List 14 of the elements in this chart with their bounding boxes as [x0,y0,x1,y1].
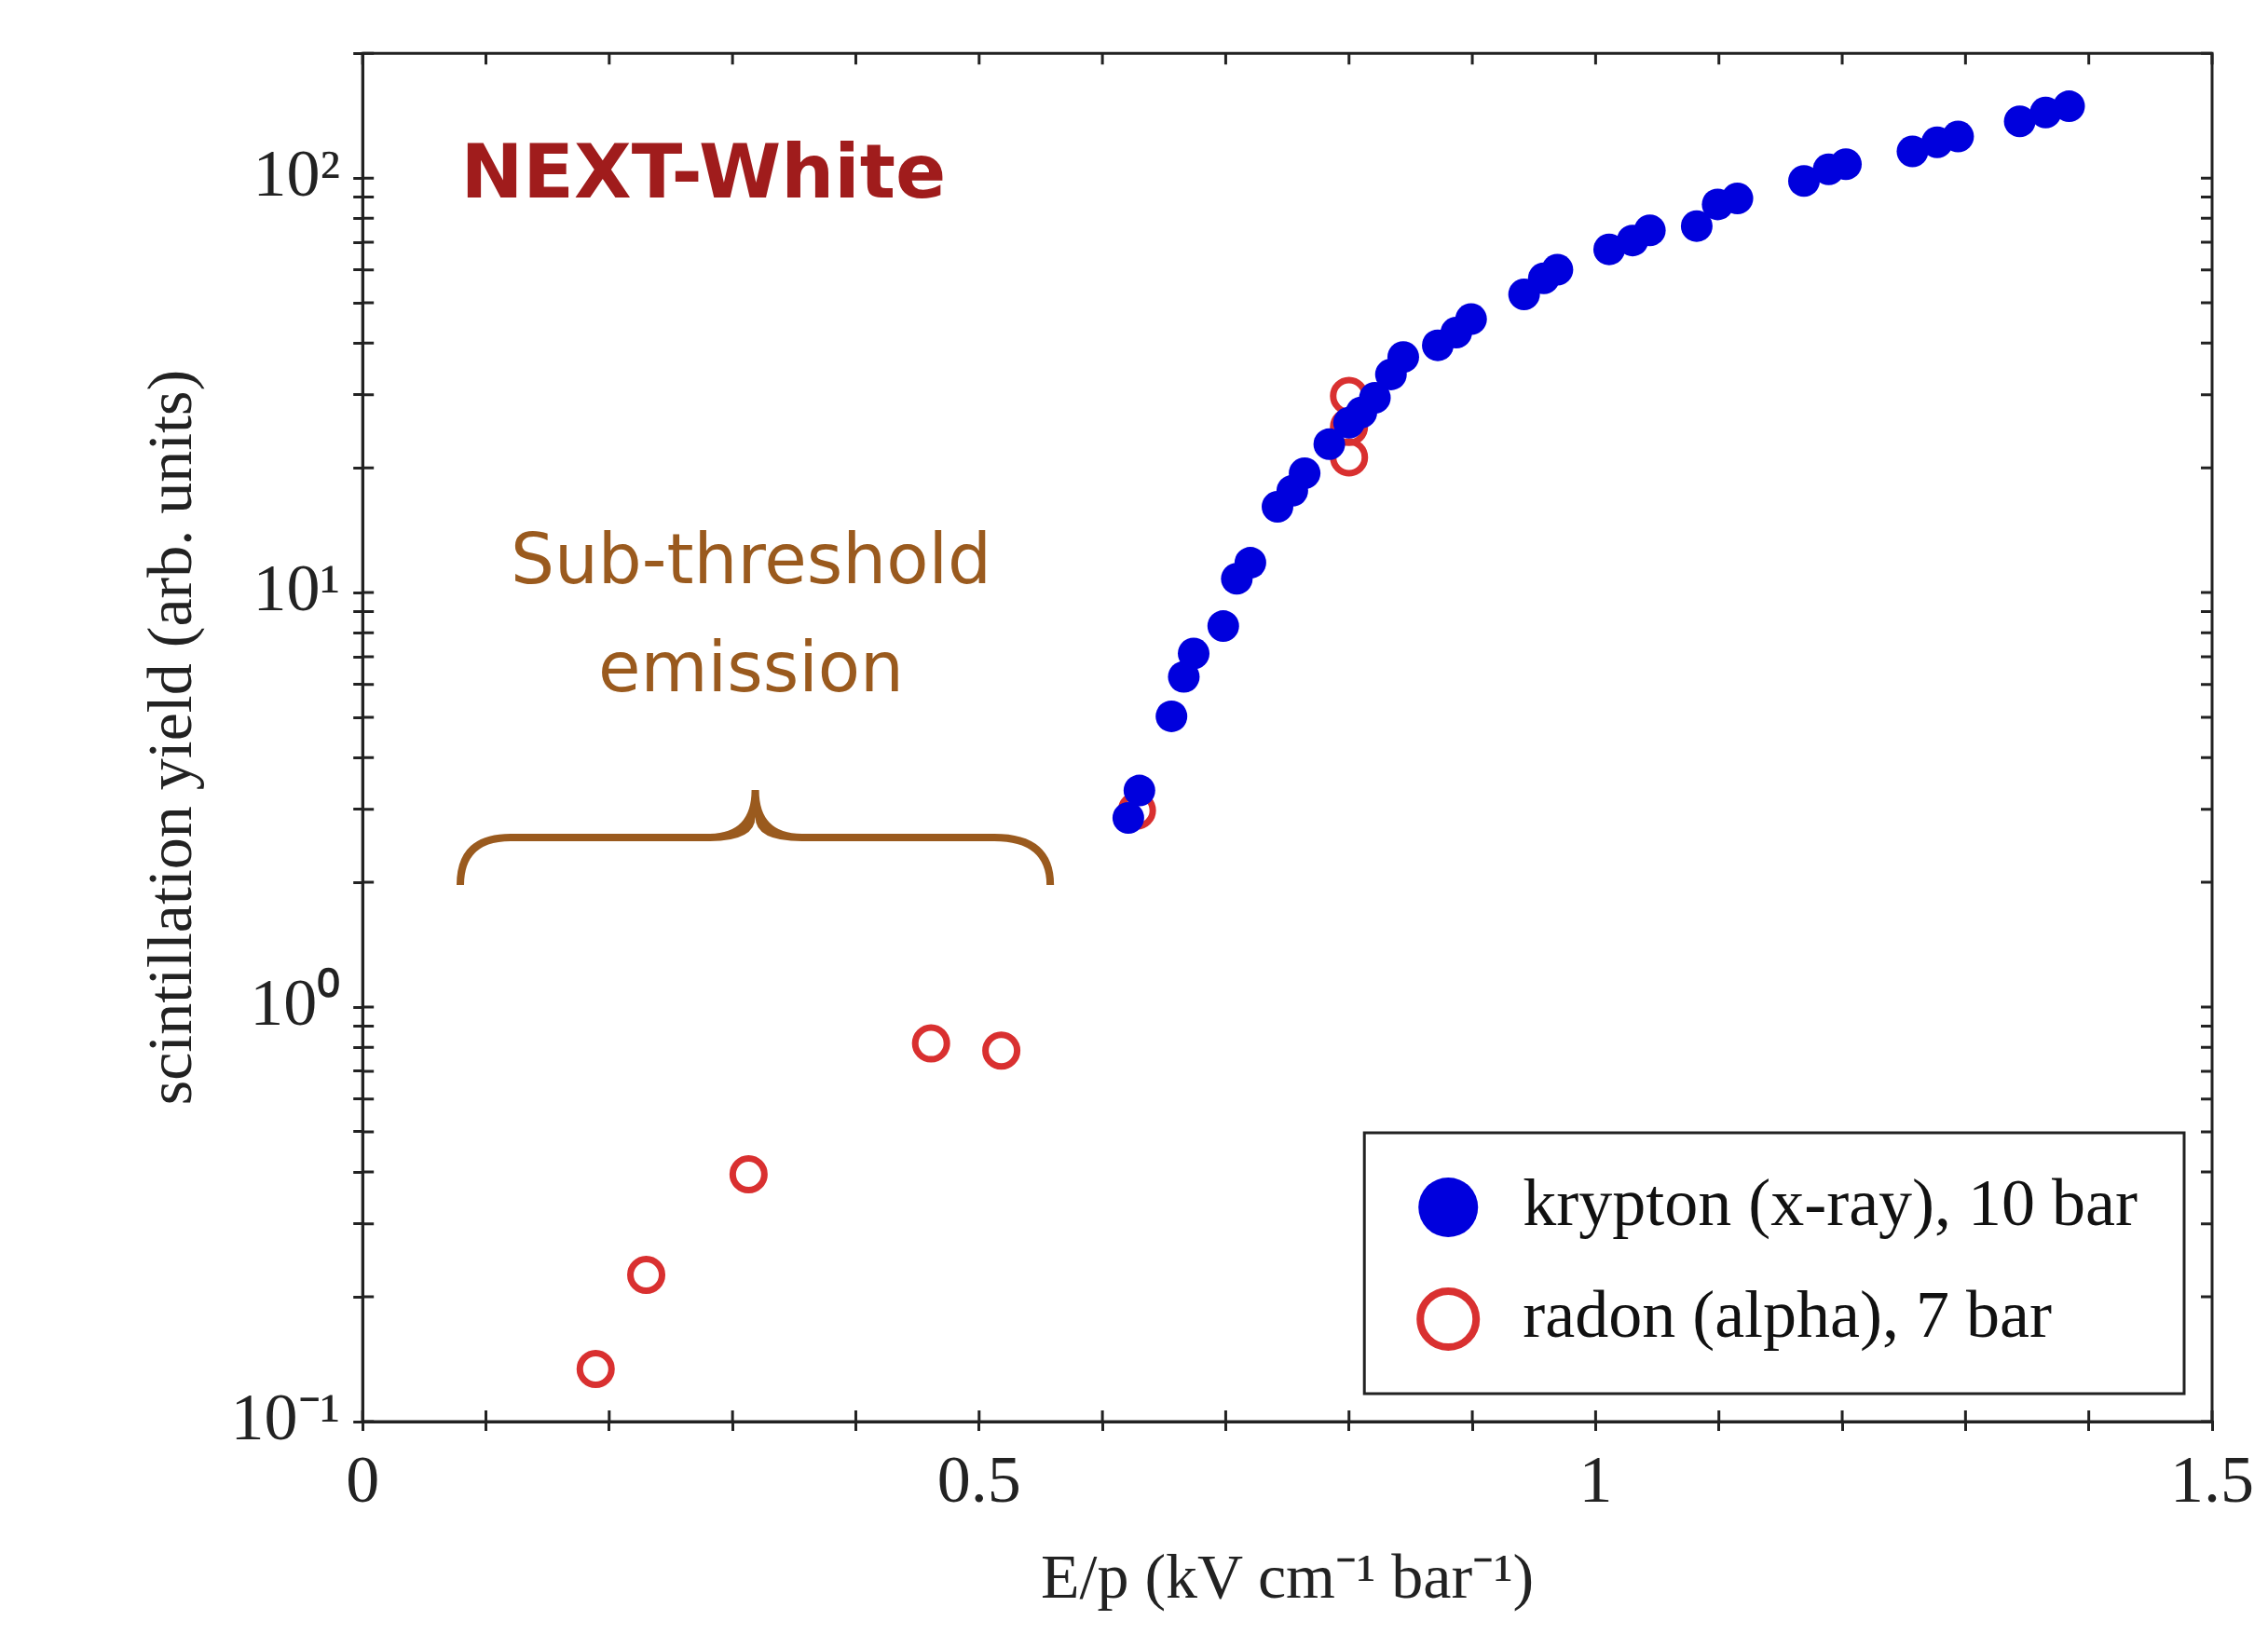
y-axis-title: scintillation yield (arb. units) [133,369,205,1106]
y-tick-label: 10¹ [253,551,341,625]
x-tick-label: 1 [1578,1442,1613,1518]
x-tick-label: 0 [346,1442,380,1518]
x-tick-label: 0.5 [936,1442,1021,1518]
annotation: NEXT-White [460,128,947,215]
x-tick-label: 1.5 [2170,1442,2254,1518]
y-tick-label: 10² [253,136,341,211]
annotation: Sub-threshold emission [510,518,992,707]
x-axis-title: E/p (kV cm⁻¹ bar⁻¹) [1040,1541,1535,1613]
legend-label: krypton (x-ray), 10 bar [1523,1164,2138,1240]
y-tick-label: 10⁰ [250,964,341,1040]
y-tick-label: 10⁻¹ [230,1379,341,1454]
legend-label: radon (alpha), 7 bar [1523,1276,2052,1352]
